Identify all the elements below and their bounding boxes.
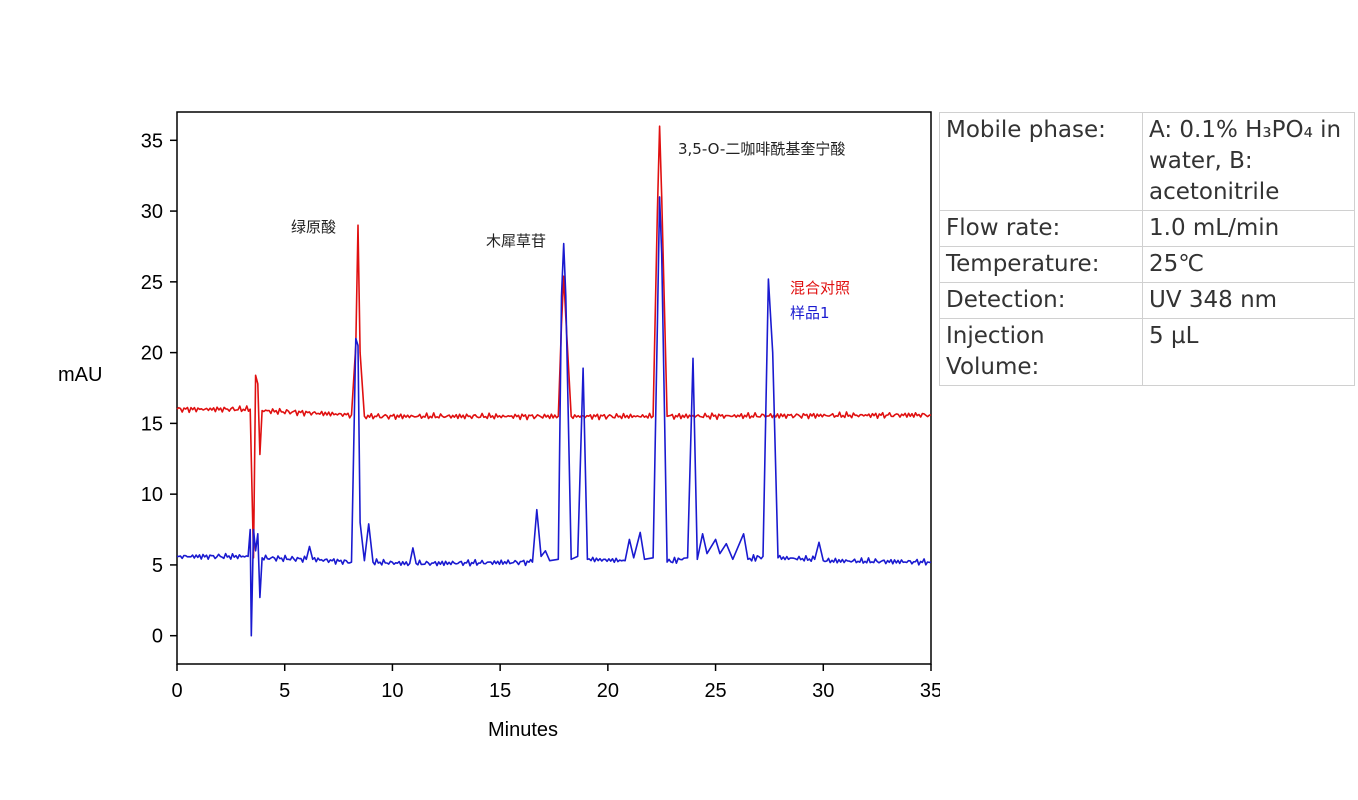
series-line-reference: [176, 125, 932, 559]
y-tick-label: 20: [141, 343, 163, 365]
condition-key: Temperature:: [939, 246, 1143, 284]
condition-key: Injection Volume:: [939, 318, 1143, 387]
x-tick-label: 5: [279, 680, 290, 702]
x-tick-label: 35: [920, 680, 940, 702]
y-tick-label: 35: [141, 130, 163, 152]
conditions-table: Mobile phase: A: 0.1% H₃PO₄ in water, B: …: [939, 111, 1355, 387]
peak-annotation: 3,5-O-二咖啡酰基奎宁酸: [678, 140, 845, 158]
condition-value: 25℃: [1142, 246, 1355, 284]
y-tick-label: 0: [152, 626, 163, 648]
y-tick-label: 10: [141, 484, 163, 506]
x-tick-label: 0: [171, 680, 182, 702]
legend-entry: 样品1: [790, 304, 830, 322]
condition-value: A: 0.1% H₃PO₄ in water, B: acetonitrile: [1142, 111, 1355, 212]
condition-key: Flow rate:: [939, 210, 1143, 248]
y-tick-label: 5: [152, 555, 163, 577]
x-tick-label: 30: [812, 680, 834, 702]
y-tick-label: 30: [141, 201, 163, 223]
series-line-sample: [177, 196, 932, 637]
conditions-row: Mobile phase: A: 0.1% H₃PO₄ in water, B: …: [939, 111, 1355, 212]
conditions-row: Detection: UV 348 nm: [939, 282, 1355, 320]
peak-annotation: 绿原酸: [291, 218, 336, 236]
y-axis-title: mAU: [58, 364, 102, 386]
x-tick-label: 25: [704, 680, 726, 702]
x-tick-label: 15: [489, 680, 511, 702]
condition-key: Detection:: [939, 282, 1143, 320]
series-layer: [176, 125, 932, 637]
peak-annotation: 木犀草苷: [486, 232, 546, 250]
x-tick-label: 10: [381, 680, 403, 702]
condition-value: UV 348 nm: [1142, 282, 1355, 320]
condition-value: 1.0 mL/min: [1142, 210, 1355, 248]
condition-key: Mobile phase:: [939, 111, 1143, 212]
x-tick-label: 20: [597, 680, 619, 702]
y-tick-label: 25: [141, 272, 163, 294]
plot-frame: [176, 111, 932, 665]
y-tick-label: 15: [141, 413, 163, 435]
conditions-row: Flow rate: 1.0 mL/min: [939, 210, 1355, 248]
x-axis-title: Minutes: [488, 719, 558, 741]
conditions-row: Temperature: 25℃: [939, 246, 1355, 284]
legend-entry: 混合对照: [790, 279, 850, 297]
conditions-row: Injection Volume: 5 µL: [939, 318, 1355, 387]
condition-value: 5 µL: [1142, 318, 1355, 387]
axes: 0 5 10 15 20 25 30 35 0 5 10 15 20 25 30 35: [141, 111, 940, 702]
